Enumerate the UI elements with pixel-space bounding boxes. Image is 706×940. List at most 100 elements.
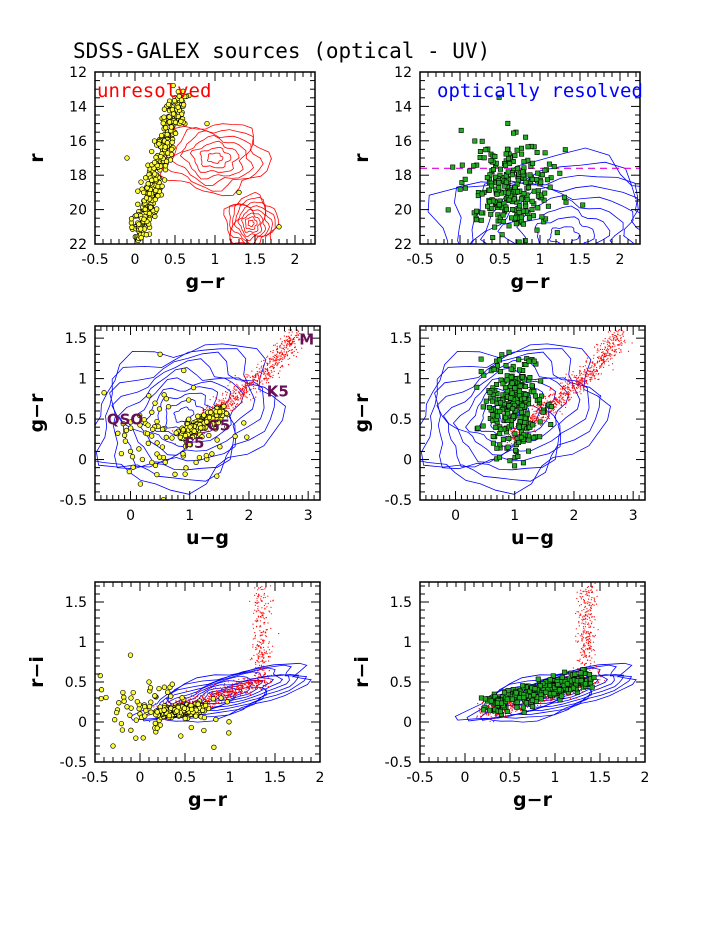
star-dot — [575, 391, 577, 393]
unresolved-source-point — [152, 400, 158, 406]
star-dot — [257, 678, 259, 680]
star-dot — [568, 394, 570, 396]
star-dot — [257, 645, 259, 647]
resolved-source-point — [486, 187, 492, 193]
star-dot — [211, 692, 213, 694]
star-dot — [251, 383, 253, 385]
spectral-type-label: F5 — [184, 434, 205, 452]
star-dot — [601, 351, 603, 354]
spectral-type-label: G5 — [208, 416, 231, 434]
star-dot — [263, 379, 265, 381]
star-dot — [248, 389, 250, 391]
star-dot — [571, 374, 573, 376]
unresolved-source-point — [124, 155, 130, 161]
unresolved-source-point — [137, 422, 143, 428]
unresolved-source-point — [165, 689, 171, 695]
star-dot — [219, 399, 221, 402]
star-dot — [219, 693, 221, 695]
star-dot — [258, 593, 260, 595]
star-dot — [614, 345, 616, 347]
star-dot — [553, 406, 555, 408]
unresolved-source-point — [137, 481, 144, 487]
star-dot — [256, 600, 258, 602]
star-dot — [224, 686, 226, 688]
unresolved-source-point — [163, 434, 169, 440]
star-dot — [247, 385, 249, 387]
resolved-source-point — [475, 425, 481, 431]
star-dot — [600, 343, 603, 345]
star-dot — [588, 656, 590, 658]
star-dot — [596, 356, 599, 358]
star-dot — [605, 349, 608, 351]
star-dot — [570, 379, 572, 381]
star-dot — [297, 331, 299, 333]
star-dot — [229, 382, 231, 384]
unresolved-source-point — [217, 444, 223, 450]
unresolved-source-point — [209, 451, 215, 457]
star-dot — [244, 395, 246, 397]
star-dot — [215, 397, 217, 399]
star-dot — [565, 393, 567, 395]
resolved-source-point — [491, 366, 497, 372]
unresolved-source-point — [182, 93, 188, 100]
star-dot — [206, 688, 208, 690]
star-dot — [259, 635, 261, 637]
unresolved-source-point — [142, 713, 148, 719]
star-dot — [258, 664, 260, 667]
star-dot — [594, 371, 596, 373]
resolved-source-point — [518, 196, 524, 202]
star-dot — [242, 677, 244, 680]
star-dot — [273, 370, 275, 372]
star-dot — [263, 359, 265, 362]
star-dot — [237, 399, 239, 401]
star-dot — [608, 345, 611, 347]
star-dot — [221, 688, 224, 691]
star-dot — [286, 335, 288, 337]
star-dot — [513, 438, 515, 440]
star-dot — [263, 649, 265, 651]
star-dot — [257, 363, 259, 365]
star-dot — [239, 393, 241, 395]
resolved-source-point — [525, 401, 531, 407]
star-dot — [228, 691, 230, 693]
unresolved-source-point — [156, 141, 162, 147]
star-dot — [602, 340, 604, 342]
star-dot — [617, 338, 619, 340]
y-tick-label: 0 — [78, 715, 87, 731]
star-dot — [260, 667, 262, 669]
star-dot — [225, 688, 227, 690]
star-dot — [245, 392, 248, 394]
star-dot — [252, 627, 255, 629]
star-dot — [607, 357, 609, 359]
unresolved-source-point — [156, 406, 163, 412]
star-dot — [206, 689, 208, 691]
unresolved-source-point — [110, 743, 116, 749]
star-dot — [550, 394, 552, 396]
unresolved-source-point — [170, 82, 176, 89]
star-dot — [247, 374, 249, 376]
star-dot — [589, 373, 591, 375]
star-dot — [566, 396, 569, 398]
star-dot — [612, 369, 614, 371]
unresolved-source-point — [128, 695, 134, 701]
star-dot — [551, 413, 553, 415]
star-dot — [291, 352, 293, 354]
star-dot — [257, 655, 259, 657]
star-dot — [281, 341, 283, 343]
resolved-source-point — [458, 127, 464, 133]
unresolved-source-point — [158, 153, 164, 160]
star-dot — [231, 683, 233, 685]
star-dot — [247, 683, 249, 685]
star-dot — [513, 430, 515, 432]
star-dot — [274, 362, 276, 364]
unresolved-source-point — [163, 125, 169, 131]
star-dot — [537, 408, 539, 410]
star-dot — [239, 390, 241, 392]
star-dot — [244, 682, 246, 685]
unresolved-source-point — [164, 140, 171, 146]
star-dot — [301, 347, 303, 349]
resolved-source-point — [503, 151, 509, 157]
star-dot — [260, 647, 262, 649]
star-dot — [619, 335, 621, 337]
star-dot — [176, 701, 178, 703]
